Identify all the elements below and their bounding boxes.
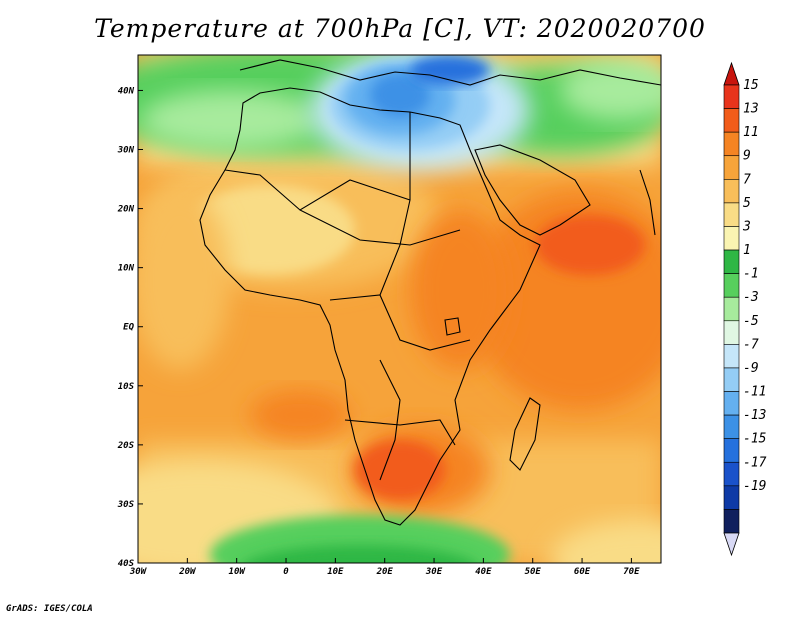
madagascar (509, 397, 541, 471)
india-coast (639, 169, 656, 236)
border-ew (379, 112, 411, 296)
field-east-africa (410, 210, 510, 370)
colorbar-swatch (723, 414, 740, 439)
colorbar-label: -13 (743, 408, 766, 423)
colorbar-label: -9 (743, 361, 759, 376)
colorbar-swatch (723, 226, 740, 251)
africa-coastline (199, 87, 541, 526)
colorbar-label: -3 (743, 290, 759, 305)
colorbar-swatch (723, 202, 740, 227)
y-tick-label: 30N (117, 146, 135, 156)
field-southern-core (244, 545, 476, 563)
colorbar-swatch (723, 273, 740, 298)
field-maghreb (140, 90, 320, 150)
colorbar-swatch (723, 249, 740, 274)
x-tick-label: 30E (425, 567, 443, 577)
colorbar-label: 5 (743, 196, 751, 211)
colorbar-label: 9 (743, 149, 751, 164)
y-tick-label: 40N (118, 86, 135, 96)
colorbar-over-triangle (723, 61, 740, 86)
x-tick-label: 10W (229, 567, 247, 577)
border-ns (379, 359, 401, 481)
field-kalahari (355, 440, 445, 500)
colorbar-label: 11 (743, 125, 759, 140)
lake-victoria (444, 317, 461, 336)
field-se-band (550, 520, 661, 563)
border-south (344, 419, 456, 446)
field-iran (560, 60, 661, 120)
colorbar-swatch (723, 84, 740, 109)
arabia (474, 144, 591, 236)
field-arabian-sea (535, 215, 645, 275)
plot-frame (137, 54, 662, 564)
colorbar-label: -7 (743, 337, 759, 352)
colorbar-swatch (723, 131, 740, 157)
x-tick-label: 70E (623, 567, 640, 577)
x-tick-label: 20E (376, 567, 394, 577)
colorbar-swatch (723, 155, 740, 180)
colorbar-swatch (723, 344, 740, 369)
colorbar-label: 1 (743, 243, 751, 258)
colorbar-swatch (723, 108, 740, 133)
colorbar-label: 15 (743, 78, 759, 93)
coastlines (199, 59, 661, 526)
field-atlantic (138, 190, 230, 370)
colorbar-label: -5 (743, 314, 759, 329)
y-tick-label: 10N (118, 264, 135, 274)
border-central (329, 294, 471, 351)
border-sahara-2 (299, 209, 461, 246)
y-tick-label: 30S (117, 500, 135, 510)
y-axis: 40N 30N 20N 10N EQ 10S 20S 30S 40S (117, 86, 143, 569)
y-tick-label: 20N (117, 205, 135, 215)
x-tick-label: 30W (129, 567, 148, 577)
x-tick-label: 0 (283, 567, 289, 577)
y-tick-label: EQ (123, 323, 134, 333)
y-tick-label: 20S (117, 441, 135, 451)
colorbar-swatch (723, 509, 740, 534)
colorbar-label: -17 (743, 455, 767, 470)
colorbar-swatch (723, 179, 740, 204)
temperature-field (138, 55, 661, 563)
colorbar-swatch (723, 438, 740, 463)
x-tick-label: 10E (327, 567, 344, 577)
colorbar-label: -19 (743, 479, 766, 494)
colorbar-label: 3 (742, 219, 751, 234)
colorbar-label: -1 (743, 267, 759, 282)
colorbar-swatch (723, 296, 740, 322)
colorbar: 15 13 11 9 7 5 3 1 -1 -3 -5 -7 -9 -11 -13 -15 -17 -19 (723, 61, 767, 557)
x-tick-label: 20W (178, 567, 197, 577)
colorbar-swatch (723, 485, 740, 510)
x-tick-label: 40E (475, 567, 492, 577)
colorbar-label: -15 (743, 432, 767, 447)
colorbar-swatch (723, 320, 740, 345)
x-tick-label: 60E (574, 567, 591, 577)
field-aegean (410, 55, 490, 85)
colorbar-label: -11 (743, 385, 766, 400)
credit-text: GrADS: IGES/COLA (6, 604, 93, 614)
y-tick-label: 40S (118, 559, 135, 569)
map-title: Temperature at 700hPa [C], VT: 202002070… (94, 14, 706, 43)
field-south-atlantic-warm (250, 390, 350, 440)
x-tick-label: 50E (525, 567, 542, 577)
field-med-core (370, 73, 430, 117)
y-tick-label: 10S (118, 382, 135, 392)
colorbar-under-triangle (723, 532, 740, 557)
colorbar-label: 13 (743, 102, 759, 117)
colorbar-swatch (723, 461, 740, 487)
colorbar-swatch (723, 391, 740, 416)
colorbar-label: 7 (743, 172, 751, 187)
x-axis: 30W 20W 10W 0 10E 20E 30E 40E 50E 60E 70E (129, 558, 640, 577)
colorbar-swatch (723, 367, 740, 392)
mediterranean-north (239, 59, 661, 86)
